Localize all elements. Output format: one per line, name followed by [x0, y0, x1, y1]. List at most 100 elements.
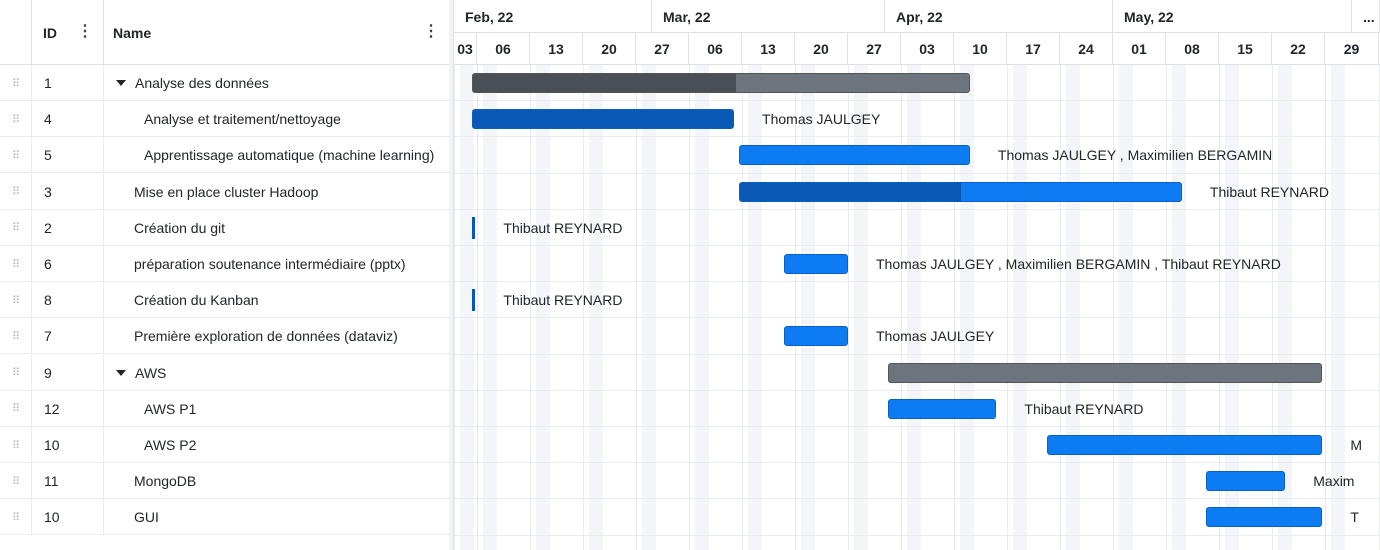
weekend-stripe [589, 65, 603, 550]
task-name: Apprentissage automatique (machine learn… [144, 147, 435, 164]
task-bar[interactable] [1205, 471, 1286, 492]
row-name-cell: AWS P2 [104, 427, 449, 463]
grid-line [742, 65, 743, 550]
table-row[interactable]: ⠿ 8 Création du Kanban [0, 282, 449, 319]
task-bar[interactable] [784, 326, 848, 347]
drag-handle-icon[interactable]: ⠿ [0, 463, 32, 500]
drag-handle-icon[interactable]: ⠿ [0, 209, 32, 246]
progress-fill [473, 110, 734, 129]
row-id: 11 [32, 463, 104, 500]
drag-column-header [0, 0, 32, 65]
weekend-stripe [460, 65, 474, 550]
row-name-cell: GUI [104, 499, 449, 535]
table-row[interactable]: ⠿ 6 préparation soutenance intermédiaire (… [0, 246, 449, 282]
weekend-stripe [960, 65, 974, 550]
drag-handle-icon[interactable]: ⠿ [0, 427, 32, 463]
weekend-stripe [1066, 65, 1080, 550]
timeline-week: 29 [1325, 33, 1379, 65]
resource-label: Thibaut REYNARD [1209, 183, 1329, 200]
task-bar[interactable] [1046, 435, 1323, 455]
timeline-week: 24 [1060, 33, 1113, 65]
row-separator [454, 462, 1380, 464]
task-name: AWS [135, 364, 167, 381]
drag-handle-icon[interactable]: ⠿ [0, 282, 32, 319]
row-name-cell: Mise en place cluster Hadoop [104, 174, 449, 210]
drag-handle-icon[interactable]: ⠿ [0, 137, 32, 174]
task-bar[interactable] [887, 398, 997, 419]
drag-handle-icon[interactable]: ⠿ [0, 173, 32, 210]
id-column-header[interactable]: ID ⋮ [32, 0, 104, 65]
expand-toggle-icon[interactable] [116, 80, 126, 86]
table-row[interactable]: ⠿ 7 Première exploration de données (datav… [0, 318, 449, 355]
drag-handle-icon[interactable]: ⠿ [0, 390, 32, 427]
task-name: MongoDB [134, 473, 197, 490]
row-id: 2 [32, 209, 104, 246]
weekend-stripe [642, 65, 656, 550]
task-bar[interactable] [739, 181, 1182, 202]
drag-handle-icon[interactable]: ⠿ [0, 499, 32, 536]
task-name: préparation soutenance intermédiaire (pp… [134, 256, 406, 272]
task-name: Analyse et traitement/nettoyage [144, 111, 341, 128]
row-id: 3 [32, 173, 104, 210]
table-row[interactable]: ⠿ 10 GUI [0, 499, 449, 536]
grid-header: ID ⋮ Name ⋮ [0, 0, 449, 65]
column-menu-icon[interactable]: ⋮ [423, 23, 439, 40]
drag-handle-icon[interactable]: ⠿ [0, 318, 32, 355]
table-row[interactable]: ⠿ 3 Mise en place cluster Hadoop [0, 173, 449, 210]
summary-bar[interactable] [887, 362, 1323, 383]
milestone-marker[interactable] [472, 289, 476, 312]
drag-handle-icon[interactable]: ⠿ [0, 354, 32, 391]
table-row[interactable]: ⠿ 5 Apprentissage automatique (machine lea… [0, 137, 449, 174]
grid-line [583, 65, 584, 550]
task-bar[interactable] [739, 145, 970, 166]
row-id: 9 [32, 354, 104, 391]
name-column-label: Name [113, 24, 152, 41]
expand-toggle-icon[interactable] [116, 369, 126, 376]
id-column-label: ID [43, 24, 57, 41]
table-row[interactable]: ⠿ 1 Analyse des données [0, 65, 449, 101]
row-separator [454, 208, 1380, 210]
weekend-stripe [1278, 65, 1292, 550]
timeline-week: 10 [954, 33, 1007, 65]
weekend-stripe [907, 65, 921, 550]
pane-splitter[interactable] [449, 0, 454, 550]
weekend-stripe [483, 65, 497, 550]
task-bar[interactable] [472, 109, 735, 130]
row-name-cell: préparation soutenance intermédiaire (pp… [104, 246, 449, 282]
grid-line [636, 65, 637, 550]
timeline-week: 01 [1113, 33, 1166, 65]
drag-handle-icon[interactable]: ⠿ [0, 101, 32, 138]
table-row[interactable]: ⠿ 2 Création du git [0, 209, 449, 246]
task-name: AWS P2 [144, 437, 197, 453]
row-name-cell: Analyse des données [104, 65, 449, 101]
timeline-week: 06 [689, 33, 742, 65]
grid-line [1166, 65, 1167, 550]
row-id: 8 [32, 282, 104, 319]
table-row[interactable]: ⠿ 10 AWS P2 [0, 427, 449, 463]
row-separator [454, 172, 1380, 174]
table-row[interactable]: ⠿ 9 AWS [0, 354, 449, 391]
row-separator [454, 281, 1380, 283]
task-name: Mise en place cluster Hadoop [134, 183, 319, 200]
table-row[interactable]: ⠿ 12 AWS P1 [0, 390, 449, 427]
timeline-week: 08 [1166, 33, 1219, 65]
milestone-marker[interactable] [472, 216, 476, 239]
drag-handle-icon[interactable]: ⠿ [0, 246, 32, 282]
row-name-cell: AWS [104, 355, 449, 391]
row-id: 10 [32, 427, 104, 463]
table-row[interactable]: ⠿ 4 Analyse et traitement/nettoyage [0, 101, 449, 138]
column-menu-icon[interactable]: ⋮ [77, 23, 93, 40]
weekend-stripe [1172, 65, 1186, 550]
task-bar[interactable] [1205, 507, 1323, 528]
resource-label: Thomas JAULGEY , Maximilien BERGAMIN , T… [876, 256, 1281, 272]
grid-line [848, 65, 849, 550]
grid-line [477, 65, 478, 550]
table-row[interactable]: ⠿ 11 MongoDB [0, 463, 449, 500]
name-column-header[interactable]: Name ⋮ [104, 0, 449, 65]
task-bar[interactable] [784, 254, 848, 274]
drag-handle-icon[interactable]: ⠿ [0, 65, 32, 101]
row-separator [454, 317, 1380, 319]
grid-line [1219, 65, 1220, 550]
summary-bar[interactable] [472, 73, 970, 93]
timeline-week: 17 [1007, 33, 1060, 65]
